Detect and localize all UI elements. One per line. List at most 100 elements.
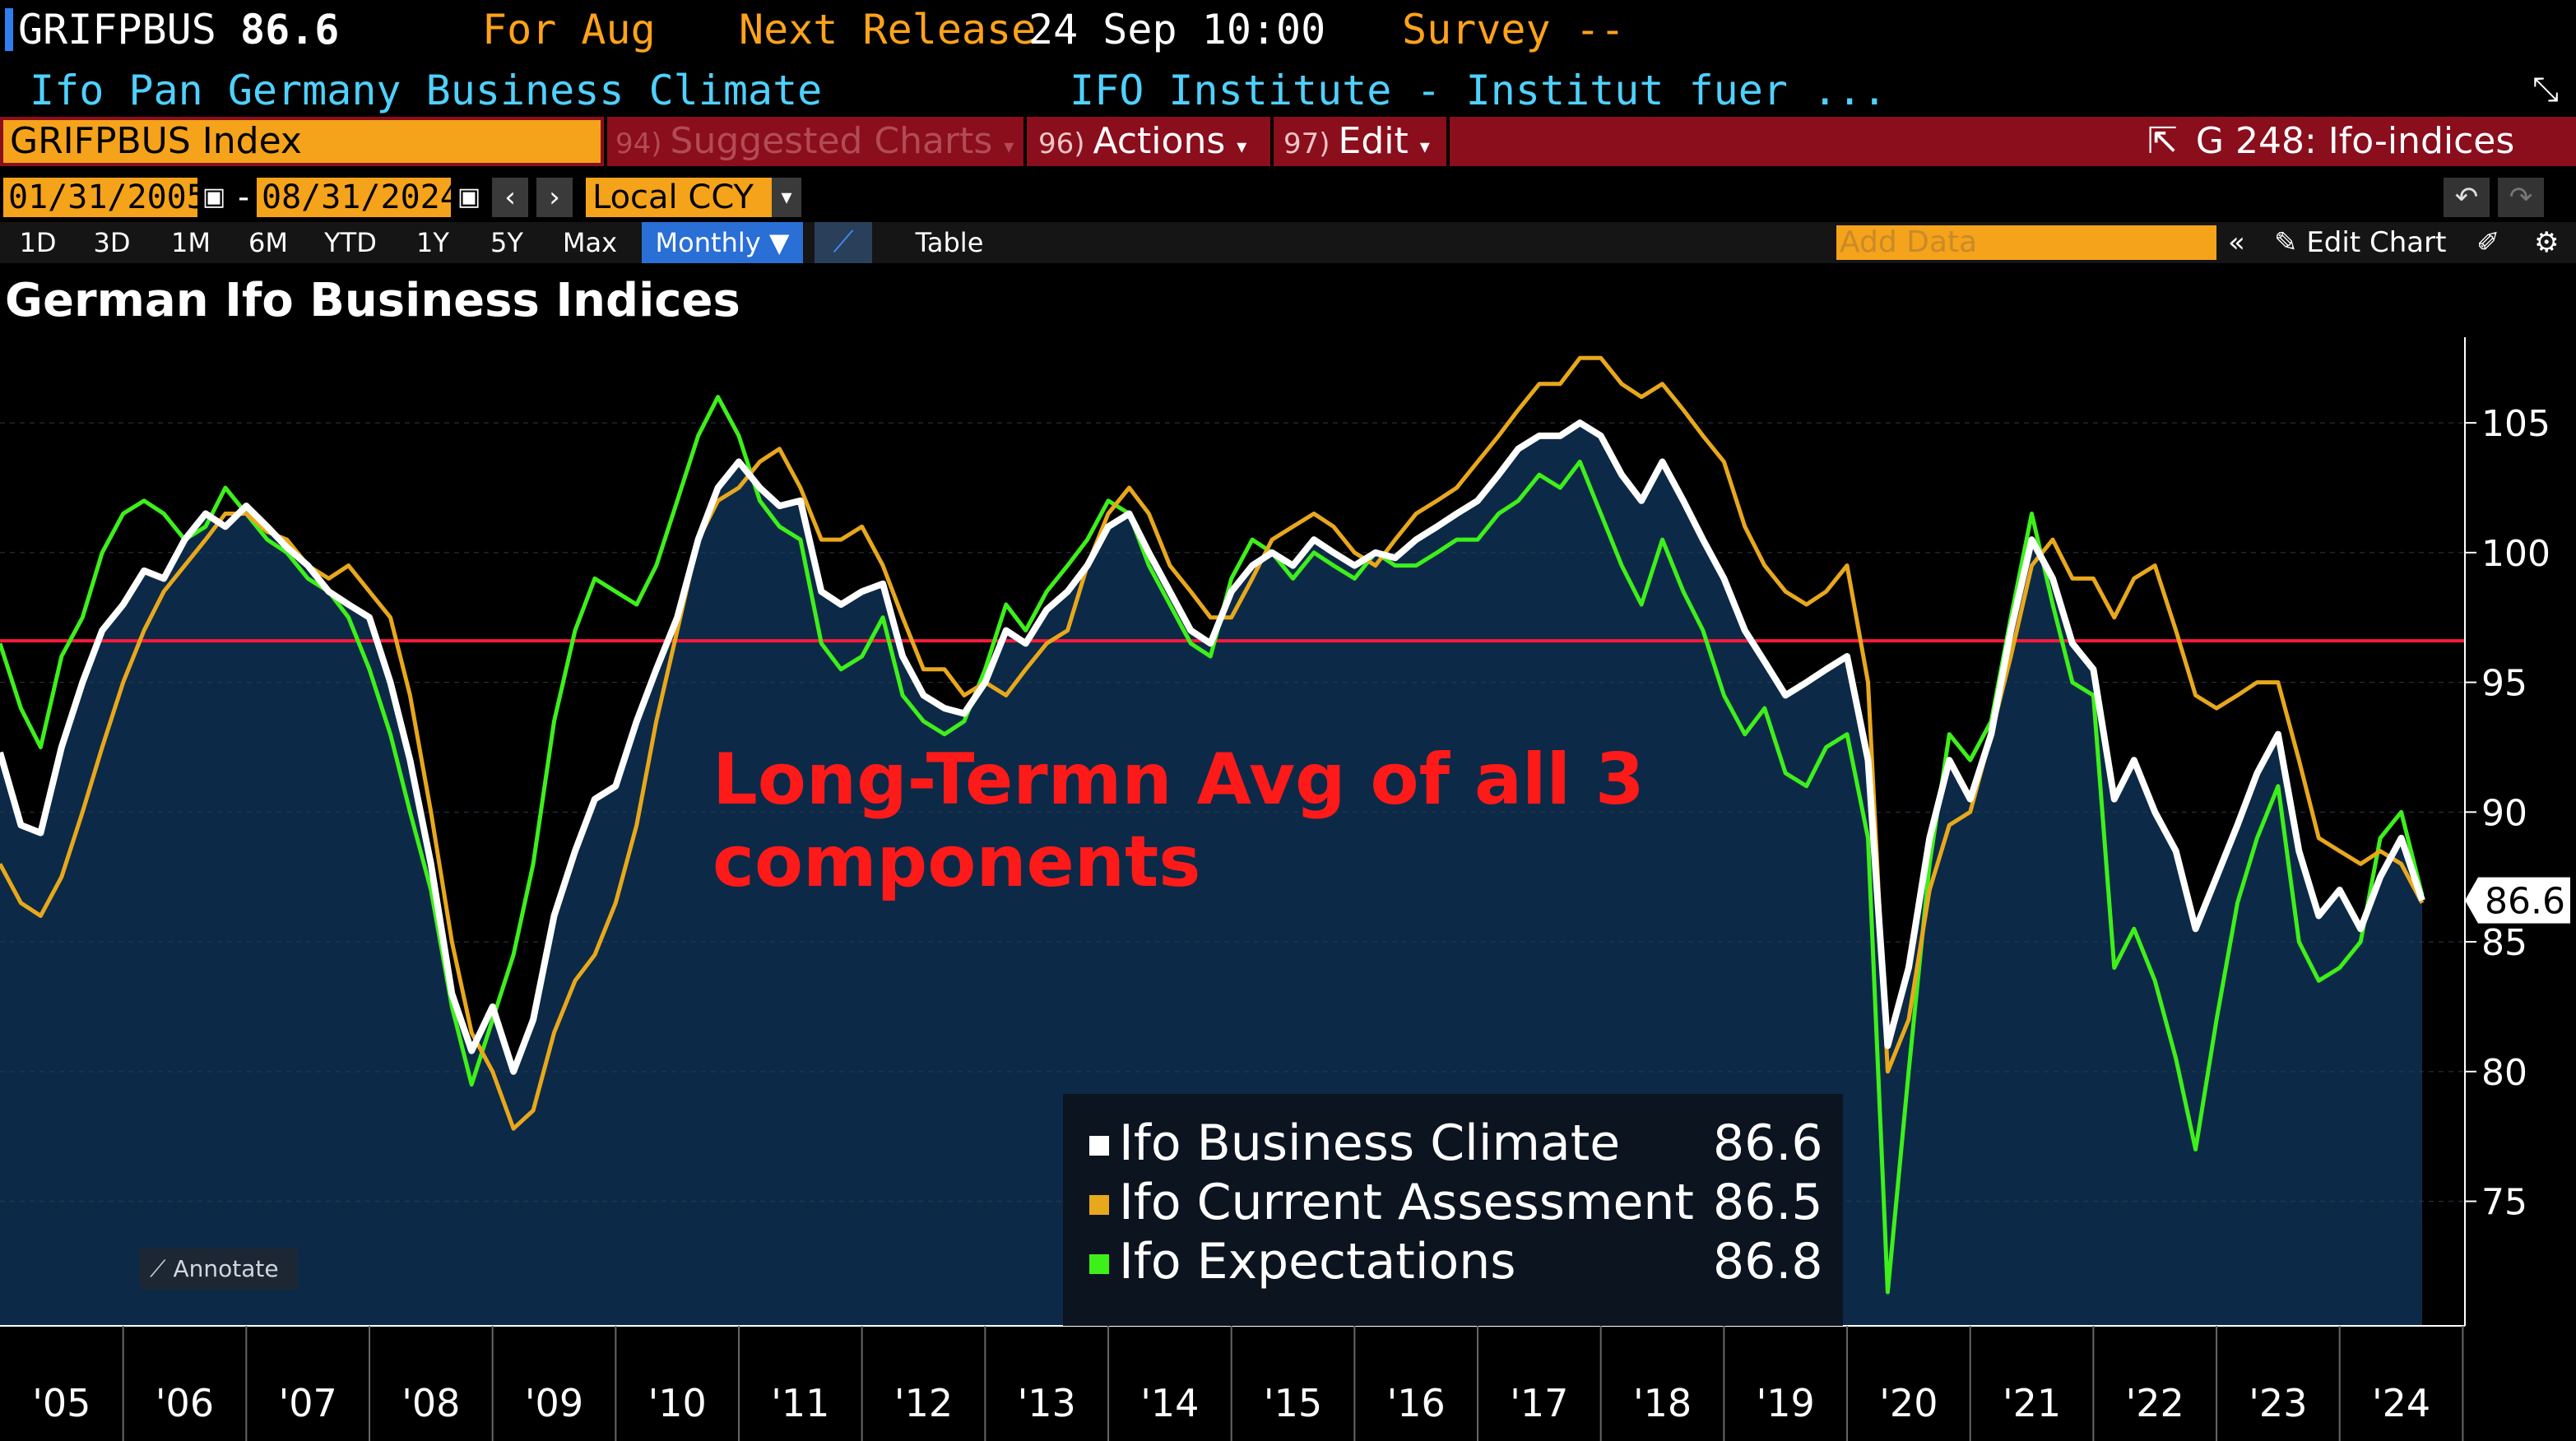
x-tick-label: '13 xyxy=(1018,1381,1076,1425)
period-max[interactable]: Max xyxy=(562,227,618,258)
menu-separator xyxy=(1270,117,1274,166)
y-tick-label: 75 xyxy=(2481,1182,2527,1224)
x-tick-label: '06 xyxy=(155,1381,214,1425)
for-period: For Aug xyxy=(482,6,656,53)
chevron-down-icon: ▾ xyxy=(1004,135,1014,158)
y-tick-label: 80 xyxy=(2481,1052,2527,1094)
actions-label: Actions xyxy=(1093,120,1226,162)
period-1y[interactable]: 1Y xyxy=(416,227,449,258)
legend-value: 86.6 xyxy=(1713,1114,1823,1172)
annotate-button[interactable]: ⟋ Annotate xyxy=(140,1249,298,1290)
x-tick-label: '12 xyxy=(894,1381,953,1425)
x-tick-label: '23 xyxy=(2249,1381,2307,1425)
edit-menu[interactable]: 97) Edit ▾ xyxy=(1283,117,1430,171)
chevron-down-icon[interactable]: ▾ xyxy=(772,178,801,217)
last-value: 86.6 xyxy=(240,6,340,53)
x-tick-label: '09 xyxy=(525,1381,583,1425)
date-range-separator: - xyxy=(234,178,254,216)
x-tick-label: '15 xyxy=(1264,1381,1322,1425)
calendar-icon[interactable]: ▣ xyxy=(202,183,226,211)
expectations-line xyxy=(0,395,2425,1295)
legend-entry-expectations: Ifo Expectations xyxy=(1089,1232,1516,1291)
undo-icon[interactable]: ↶ xyxy=(2444,178,2490,217)
data-source: IFO Institute - Institut fuer ... xyxy=(1070,67,1887,114)
x-tick-label: '24 xyxy=(2372,1381,2430,1425)
legend-value: 86.5 xyxy=(1713,1174,1823,1231)
edit-chart-button[interactable]: ✎ Edit Chart xyxy=(2274,222,2446,263)
x-tick-label: '20 xyxy=(1879,1381,1938,1425)
ticker-symbol: GRIFPBUS xyxy=(18,6,216,53)
survey-label: Survey -- xyxy=(1402,6,1625,53)
y-tick-label: 85 xyxy=(2481,922,2527,964)
period-1d[interactable]: 1D xyxy=(19,227,57,258)
edit-number: 97) xyxy=(1283,127,1330,160)
y-tick-label: 95 xyxy=(2481,663,2527,705)
x-tick-label: '08 xyxy=(401,1381,460,1425)
x-tick-label: '16 xyxy=(1387,1381,1446,1425)
frequency-select[interactable]: Monthly ▼ xyxy=(642,222,803,263)
related-function-link[interactable]: ⇱ G 248: Ifo-indices xyxy=(2147,117,2514,166)
legend-swatch xyxy=(1089,1136,1109,1156)
actions-menu[interactable]: 96) Actions ▾ xyxy=(1038,117,1246,171)
end-date-input[interactable]: 08/31/2024 xyxy=(257,178,460,217)
chevron-down-icon: ▾ xyxy=(1419,135,1430,158)
period-ytd[interactable]: YTD xyxy=(324,227,377,258)
legend-entry-current: Ifo Current Assessment xyxy=(1089,1173,1694,1232)
climate-line xyxy=(0,419,2425,1075)
related-function-label: G 248: Ifo-indices xyxy=(2195,120,2515,162)
x-tick-label: '11 xyxy=(771,1381,829,1425)
legend-label: Ifo Current Assessment xyxy=(1119,1174,1694,1231)
menu-separator xyxy=(1446,117,1450,166)
expand-window-icon[interactable]: ⤡ xyxy=(2532,71,2559,109)
chevron-left-icon[interactable]: ‹ xyxy=(492,178,528,217)
ticker-selection-marker xyxy=(5,8,13,51)
frequency-label: Monthly xyxy=(655,227,761,258)
add-data-input[interactable]: Add Data xyxy=(1836,225,2216,260)
legend-entry-climate: Ifo Business Climate xyxy=(1089,1114,1620,1173)
y-tick-label: 90 xyxy=(2481,792,2527,834)
x-tick-label: '19 xyxy=(1757,1381,1815,1425)
table-view-button[interactable]: Table xyxy=(915,227,984,258)
gear-icon[interactable]: ⚙ xyxy=(2534,226,2560,259)
collapse-icon[interactable]: « xyxy=(2228,226,2245,259)
chevron-down-icon: ▾ xyxy=(1237,135,1247,158)
redo-icon[interactable]: ↷ xyxy=(2498,178,2544,217)
chart-legend: Ifo Business Climate 86.6 Ifo Current As… xyxy=(1063,1094,1843,1326)
y-tick-label: 100 xyxy=(2481,533,2550,575)
legend-swatch xyxy=(1089,1254,1109,1275)
calendar-icon[interactable]: ▣ xyxy=(457,183,481,211)
chevron-right-icon[interactable]: › xyxy=(536,178,573,217)
suggested-charts-menu[interactable]: 94) Suggested Charts ▾ xyxy=(615,117,1014,171)
suggested-charts-number: 94) xyxy=(615,127,662,160)
legend-label: Ifo Business Climate xyxy=(1119,1114,1621,1172)
line-chart-icon[interactable]: ⟋ xyxy=(815,222,872,263)
suggested-charts-label: Suggested Charts xyxy=(670,120,993,162)
legend-label: Ifo Expectations xyxy=(1119,1233,1516,1290)
period-1m[interactable]: 1M xyxy=(171,227,211,258)
start-date-input[interactable]: 01/31/2005 xyxy=(3,178,207,217)
menu-separator xyxy=(1023,117,1027,166)
long-term-average-annotation: Long-Termn Avg of all 3 components xyxy=(712,739,1749,903)
annotate-label: Annotate xyxy=(173,1255,279,1282)
x-tick-label: '22 xyxy=(2126,1381,2184,1425)
legend-value: 86.8 xyxy=(1713,1233,1823,1290)
next-release-label: Next Release xyxy=(739,6,1037,53)
edit-chart-label: Edit Chart xyxy=(2306,226,2447,259)
period-5y[interactable]: 5Y xyxy=(490,227,523,258)
x-tick-label: '18 xyxy=(1633,1381,1692,1425)
period-6m[interactable]: 6M xyxy=(248,227,288,258)
next-release-value: 24 Sep 10:00 xyxy=(1028,6,1326,53)
last-value-badge xyxy=(2465,877,2570,924)
pencil-icon: ✎ xyxy=(2274,226,2298,259)
edit-label: Edit xyxy=(1338,120,1409,162)
x-tick-label: '10 xyxy=(648,1381,707,1425)
period-3d[interactable]: 3D xyxy=(93,227,131,258)
chart-title: German Ifo Business Indices xyxy=(5,274,740,327)
pencil-icon: ⟋ xyxy=(150,1255,166,1282)
security-input[interactable]: GRIFPBUS Index xyxy=(3,120,601,163)
x-tick-label: '17 xyxy=(1510,1381,1568,1425)
currency-select[interactable]: Local CCY xyxy=(586,178,801,217)
menu-separator xyxy=(604,117,607,166)
last-value-label: 86.6 xyxy=(2485,881,2565,923)
edit-icon[interactable]: ✐ xyxy=(2476,226,2500,259)
